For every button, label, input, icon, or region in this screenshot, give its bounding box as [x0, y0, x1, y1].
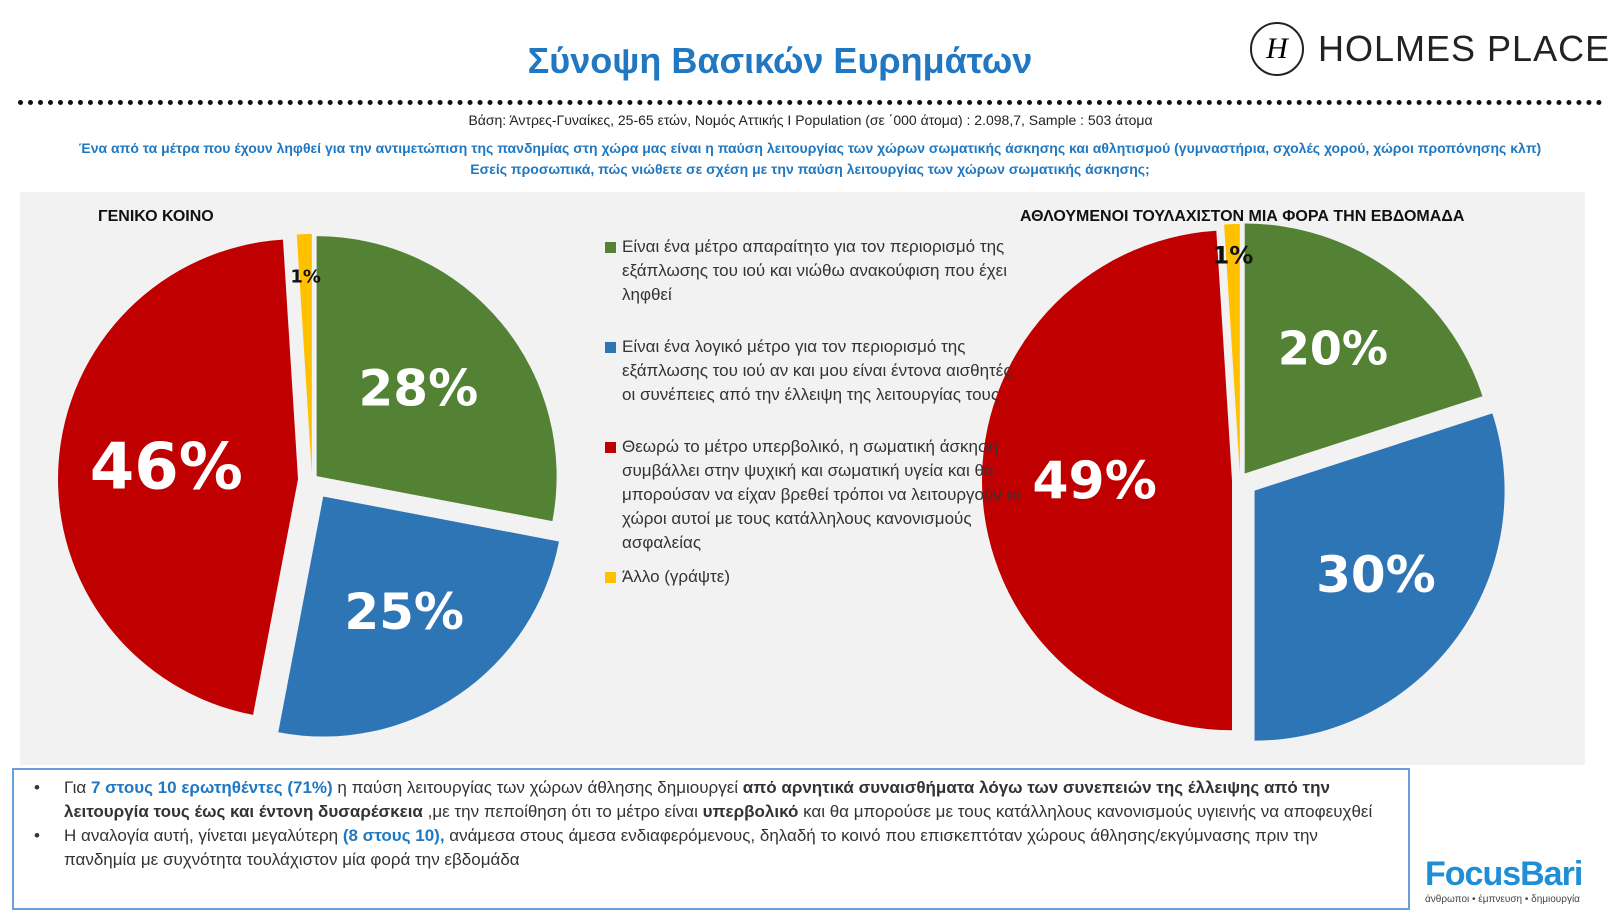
legend-item-excessive: Θεωρώ το μέτρο υπερβολικό, η σωματική άσ…: [605, 435, 1025, 555]
pie-slice-3: [1224, 224, 1240, 475]
data-label: 49%: [1032, 452, 1156, 512]
pie-slice-0: [1244, 223, 1483, 474]
legend-swatch: [605, 572, 616, 583]
pie-slice-1: [278, 496, 559, 737]
pie-general: 28% 25% 46% 1%: [58, 234, 559, 737]
pie-slice-2: [58, 239, 299, 715]
legend-swatch: [605, 242, 616, 253]
data-label: 25%: [344, 583, 464, 641]
pie-slice-3: [296, 234, 312, 475]
legend-item-necessary: Είναι ένα μέτρο απαραίτητο για τον περιο…: [605, 235, 1025, 307]
summary-box: Για 7 στους 10 ερωτηθέντες (71%) η παύση…: [12, 768, 1410, 910]
focusbari-tagline: άνθρωποι • έμπνευση • δημιουργία: [1425, 894, 1580, 905]
legend-swatch: [605, 342, 616, 353]
data-label: 1%: [1213, 242, 1254, 270]
base-note: Βάση: Άντρες-Γυναίκες, 25-65 ετών, Νομός…: [468, 112, 1153, 128]
divider: [18, 100, 1603, 105]
data-label: 30%: [1316, 546, 1436, 604]
summary-bullet-2: Η αναλογία αυτή, γίνεται μεγαλύτερη (8 σ…: [34, 824, 1388, 872]
data-label: 20%: [1278, 322, 1388, 376]
data-label: 46%: [90, 430, 243, 504]
legend: Είναι ένα μέτρο απαραίτητο για τον περιο…: [605, 235, 1025, 617]
focusbari-logo: FocusBari άνθρωποι • έμπνευση • δημιουργ…: [1425, 855, 1583, 905]
pie-athletes: 20% 30% 49% 1%: [982, 223, 1505, 741]
pie-slice-1: [1254, 413, 1505, 741]
pie-slice-2: [982, 230, 1233, 731]
logo-mark-icon: H: [1250, 22, 1304, 76]
legend-label: Είναι ένα μέτρο απαραίτητο για τον περιο…: [622, 237, 1007, 304]
focusbari-name: FocusBari: [1425, 855, 1583, 893]
chart-title-general: ΓΕΝΙΚΟ ΚΟΙΝΟ: [98, 208, 214, 225]
legend-label: Είναι ένα λογικό μέτρο για τον περιορισμ…: [622, 337, 1012, 404]
chart-title-athletes: ΑΘΛΟΥΜΕΝΟΙ ΤΟΥΛΑΧΙΣΤΟΝ ΜΙΑ ΦΟΡΑ ΤΗΝ ΕΒΔΟ…: [1020, 208, 1465, 225]
legend-item-other: Άλλο (γράψτε): [605, 565, 1025, 589]
legend-item-reasonable: Είναι ένα λογικό μέτρο για τον περιορισμ…: [605, 335, 1025, 407]
data-label: 28%: [358, 360, 478, 418]
holmes-place-logo: H HOLMES PLACE: [1250, 22, 1610, 76]
data-label: 1%: [290, 266, 321, 287]
summary-bullet-1: Για 7 στους 10 ερωτηθέντες (71%) η παύση…: [34, 776, 1388, 824]
logo-text: HOLMES PLACE: [1318, 28, 1611, 69]
pie-slice-0: [316, 236, 557, 522]
legend-label: Άλλο (γράψτε): [622, 567, 731, 586]
legend-swatch: [605, 442, 616, 453]
page-title: Σύνοψη Βασικών Ευρημάτων: [527, 40, 1033, 81]
legend-label: Θεωρώ το μέτρο υπερβολικό, η σωματική άσ…: [622, 437, 1020, 552]
survey-question: Ένα από τα μέτρα που έχουν ληφθεί για τη…: [78, 140, 1542, 177]
